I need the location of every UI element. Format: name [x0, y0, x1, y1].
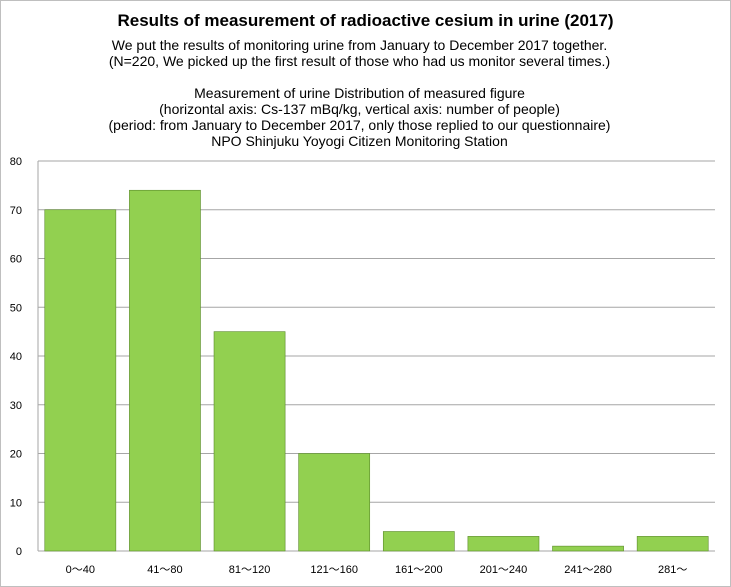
x-tick-label: 81～120 [229, 564, 271, 576]
bar [552, 545, 624, 552]
subtitle-line-3: Measurement of urine Distribution of mea… [194, 85, 525, 101]
x-tick-label: 201～240 [480, 564, 528, 576]
x-tick-label: 121～160 [310, 564, 358, 576]
bar [636, 536, 709, 552]
y-tick-label: 10 [10, 497, 22, 509]
x-tick-label: 0～40 [66, 564, 95, 576]
bar [44, 209, 117, 552]
x-tick-label: 41～80 [147, 564, 182, 576]
bar [213, 331, 286, 552]
y-tick-label: 70 [10, 205, 22, 217]
subtitle-line-6: NPO Shinjuku Yoyogi Citizen Monitoring S… [211, 133, 508, 149]
bar [298, 453, 371, 552]
y-tick-label: 50 [10, 302, 22, 314]
chart-title: Results of measurement of radioactive ce… [117, 11, 614, 30]
subtitle-line-5: (period: from January to December 2017, … [108, 117, 611, 133]
y-tick-label: 20 [10, 449, 22, 461]
bar [382, 531, 455, 552]
y-tick-label: 60 [10, 254, 22, 266]
y-tick-label: 0 [16, 546, 22, 558]
x-tick-label: 241～280 [564, 564, 612, 576]
y-tick-label: 30 [10, 400, 22, 412]
y-tick-label: 40 [10, 351, 22, 363]
subtitle-line-2: (N=220, We picked up the first result of… [108, 53, 611, 69]
bar [129, 189, 201, 552]
x-tick-label: 161～200 [395, 564, 443, 576]
y-tick-label: 80 [10, 156, 22, 168]
subtitle-line-4: (horizontal axis: Cs-137 mBq/kg, vertica… [159, 101, 560, 117]
subtitle-line-1: We put the results of monitoring urine f… [111, 37, 608, 53]
x-tick-label: 281～ [658, 564, 687, 576]
bar [467, 536, 540, 552]
